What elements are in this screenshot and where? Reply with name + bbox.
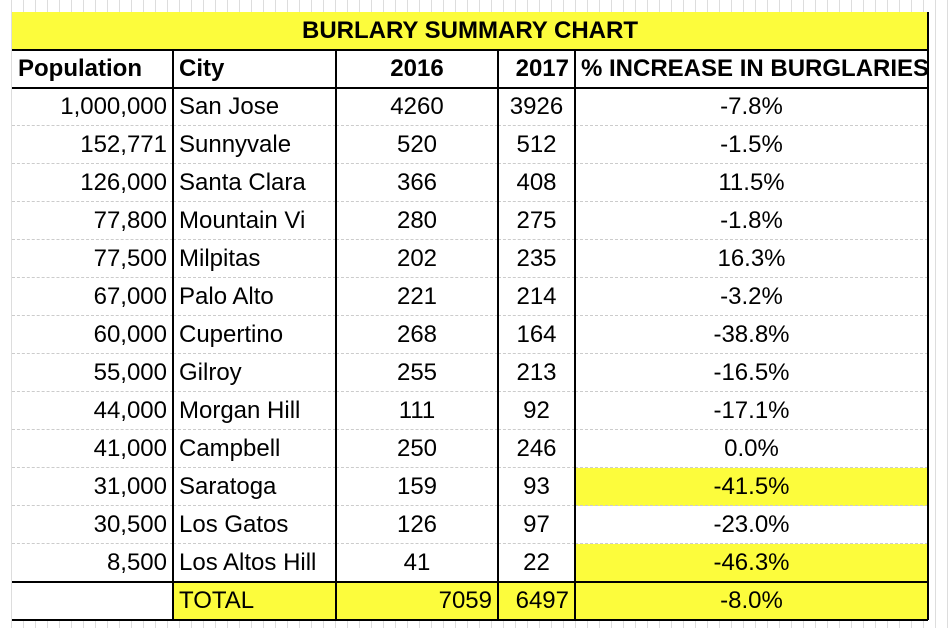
table-cell: Sunnyvale	[173, 126, 336, 164]
table-cell: 213	[498, 354, 575, 392]
table-cell: 77,800	[12, 202, 173, 240]
table-cell: 214	[498, 278, 575, 316]
header-cell: City	[173, 50, 336, 88]
cell-border	[12, 619, 928, 621]
table-cell: 22	[498, 544, 575, 582]
table-cell: -1.5%	[575, 126, 928, 164]
cell-border	[574, 50, 576, 620]
table-cell: -1.8%	[575, 202, 928, 240]
table-title: BURLARY SUMMARY CHART	[12, 12, 928, 50]
table-cell: Mountain Vi	[173, 202, 336, 240]
table-cell: 3926	[498, 88, 575, 126]
table-cell: Los Gatos	[173, 506, 336, 544]
table-cell: 4260	[336, 88, 498, 126]
table-cell: Milpitas	[173, 240, 336, 278]
header-cell: 2016	[336, 50, 498, 88]
table-cell: 246	[498, 430, 575, 468]
total-cell: 7059	[336, 582, 498, 620]
cell-border	[12, 581, 928, 583]
table-cell: -7.8%	[575, 88, 928, 126]
table-cell: 221	[336, 278, 498, 316]
cell-border	[927, 12, 929, 620]
table-cell: 520	[336, 126, 498, 164]
table-cell: 77,500	[12, 240, 173, 278]
cell-border	[12, 49, 928, 51]
table-cell: 8,500	[12, 544, 173, 582]
table-cell: 41	[336, 544, 498, 582]
table-cell: 111	[336, 392, 498, 430]
table-cell: 268	[336, 316, 498, 354]
table-cell: -17.1%	[575, 392, 928, 430]
table-cell: 235	[498, 240, 575, 278]
table-cell: 92	[498, 392, 575, 430]
table-cell: 30,500	[12, 506, 173, 544]
table-cell: 275	[498, 202, 575, 240]
table-cell: 67,000	[12, 278, 173, 316]
table-cell: 366	[336, 164, 498, 202]
table-cell: 1,000,000	[12, 88, 173, 126]
total-cell: 6497	[498, 582, 575, 620]
table-cell: 512	[498, 126, 575, 164]
table-cell: -16.5%	[575, 354, 928, 392]
table-cell: 202	[336, 240, 498, 278]
total-cell: -8.0%	[575, 582, 928, 620]
table-cell: Cupertino	[173, 316, 336, 354]
table-cell: -41.5%	[575, 468, 928, 506]
table-cell: -38.8%	[575, 316, 928, 354]
table-cell: 126	[336, 506, 498, 544]
table-cell: 164	[498, 316, 575, 354]
table-cell: Los Altos Hill	[173, 544, 336, 582]
cell-border	[12, 87, 928, 89]
header-cell: % INCREASE IN BURGLARIES	[575, 50, 928, 88]
table-cell	[12, 582, 173, 620]
table-cell: San Jose	[173, 88, 336, 126]
table-cell: 152,771	[12, 126, 173, 164]
table-cell: 31,000	[12, 468, 173, 506]
table-cell: 255	[336, 354, 498, 392]
table-cell: 97	[498, 506, 575, 544]
table-cell: Santa Clara	[173, 164, 336, 202]
table-cell: 60,000	[12, 316, 173, 354]
cell-border	[172, 50, 174, 620]
table-cell: 16.3%	[575, 240, 928, 278]
table-cell: 408	[498, 164, 575, 202]
table-cell: 44,000	[12, 392, 173, 430]
table-cell: 250	[336, 430, 498, 468]
header-cell: 2017	[498, 50, 575, 88]
table-cell: 280	[336, 202, 498, 240]
table-cell: Saratoga	[173, 468, 336, 506]
table-cell: Morgan Hill	[173, 392, 336, 430]
table-cell: 0.0%	[575, 430, 928, 468]
table-cell: Campbell	[173, 430, 336, 468]
table-cell: 55,000	[12, 354, 173, 392]
cell-border	[497, 50, 499, 620]
table-cell: -23.0%	[575, 506, 928, 544]
table-cell: 41,000	[12, 430, 173, 468]
table-cell: 159	[336, 468, 498, 506]
table-cell: Gilroy	[173, 354, 336, 392]
cell-border	[335, 50, 337, 620]
table-cell: 11.5%	[575, 164, 928, 202]
header-cell: Population	[12, 50, 173, 88]
total-cell: TOTAL	[173, 582, 336, 620]
table-cell: 126,000	[12, 164, 173, 202]
table-cell: Palo Alto	[173, 278, 336, 316]
table-cell: -3.2%	[575, 278, 928, 316]
table-cell: 93	[498, 468, 575, 506]
table-cell: -46.3%	[575, 544, 928, 582]
